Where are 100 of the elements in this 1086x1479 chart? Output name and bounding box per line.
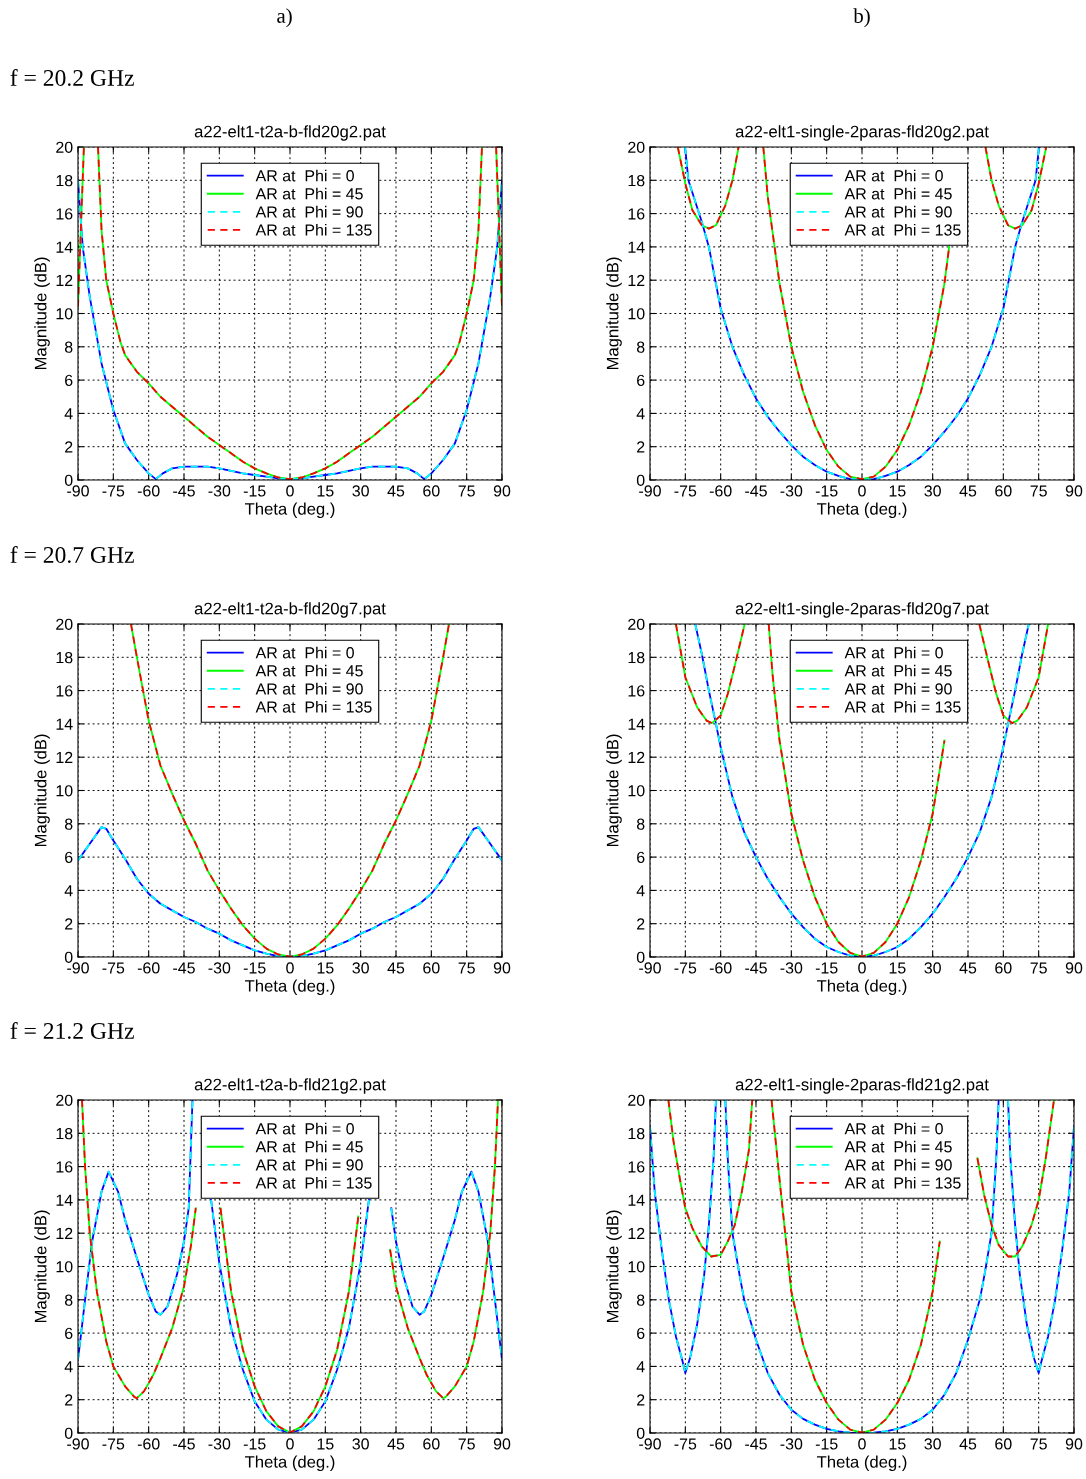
y-tick-label: 4 [64,1361,73,1373]
y-axis-title: Magnitude (dB) [34,1210,50,1323]
x-tick-label: -30 [780,962,803,974]
y-tick-label: 4 [636,408,645,420]
y-tick-label: 18 [56,174,73,187]
y-tick-label: 20 [628,618,645,630]
chart-title: a22-elt1-single-2paras-fld20g2.pat [735,125,989,141]
text: f = 21.2 GHz [10,1022,134,1040]
y-tick-label: 14 [56,1194,73,1206]
x-tick-label: 90 [493,485,511,497]
x-tick-label: -30 [780,485,803,497]
x-axis-title: Theta (deg.) [816,979,907,996]
x-tick-label: -45 [173,962,195,974]
legend-label: AR at Phi = 45 [844,187,952,200]
x-tick-label: -15 [815,1438,838,1450]
x-tick-label: -45 [745,485,767,497]
x-tick-label: -15 [815,485,838,497]
legend-label: AR at Phi = 45 [255,187,363,200]
x-tick-label: 30 [352,1438,369,1450]
x-tick-label: 75 [1030,1438,1047,1450]
x-tick-label: -60 [137,485,160,497]
legend-label: AR at Phi = 90 [844,682,952,695]
x-tick-label: -60 [137,1438,160,1450]
y-tick-label: 0 [64,474,73,486]
x-tick-label: -75 [102,1438,125,1450]
y-tick-label: 12 [628,1227,645,1239]
y-tick-label: 14 [628,1194,645,1206]
x-axis-title: Theta (deg.) [244,502,335,519]
x-tick-label: -15 [243,485,266,497]
x-tick-label: 75 [458,962,475,974]
y-tick-label: 18 [628,1127,645,1140]
y-axis-title: Magnitude (dB) [606,257,622,370]
legend-label: AR at Phi = 135 [844,1176,961,1189]
chart-title: a22-elt1-t2a-b-fld20g2.pat [194,125,386,141]
y-tick-label: 8 [636,818,645,830]
x-tick-label: 0 [286,485,294,497]
x-tick-label: 90 [493,1438,511,1450]
y-axis-title: Magnitude (dB) [34,257,50,370]
x-tick-label: 15 [889,485,906,497]
legend-label: AR at Phi = 45 [844,1140,952,1153]
y-tick-label: 8 [636,1294,645,1306]
y-tick-label: 20 [628,1094,645,1106]
legend-label: AR at Phi = 45 [255,664,363,677]
x-tick-label: 30 [924,962,941,974]
y-tick-label: 12 [56,751,73,763]
legend-label: AR at Phi = 135 [844,223,961,236]
x-tick-label: 15 [317,1438,334,1450]
x-tick-label: 75 [458,1438,475,1450]
legend-label: AR at Phi = 135 [255,700,372,713]
x-tick-label: 0 [858,485,866,497]
x-tick-label: -75 [674,485,697,497]
y-tick-label: 14 [56,241,73,253]
x-tick-label: 75 [1030,962,1047,974]
y-tick-label: 0 [64,1427,73,1439]
y-tick-label: 8 [64,1294,73,1306]
text: b) [853,8,870,28]
x-tick-label: -15 [815,962,838,974]
chart-title: a22-elt1-t2a-b-fld21g2.pat [194,1078,386,1094]
legend-label: AR at Phi = 0 [844,1122,943,1135]
x-tick-label: -45 [173,1438,195,1450]
legend-label: AR at Phi = 135 [844,700,961,713]
x-tick-label: -75 [674,962,697,974]
x-tick-label: 0 [286,1438,294,1450]
x-tick-label: 0 [858,1438,866,1450]
x-tick-label: 60 [423,485,440,497]
legend-label: AR at Phi = 90 [255,205,363,218]
y-axis-title: Magnitude (dB) [34,734,50,847]
legend-label: AR at Phi = 0 [255,169,354,182]
y-axis-title: Magnitude (dB) [606,734,622,847]
y-tick-label: 0 [636,951,645,963]
x-tick-label: 30 [924,485,941,497]
y-tick-label: 6 [637,1327,645,1340]
y-tick-label: 16 [56,1161,73,1173]
x-axis-title: Theta (deg.) [816,502,907,519]
x-tick-label: 45 [959,485,977,497]
y-tick-label: 10 [628,1261,645,1273]
x-tick-label: 90 [1065,485,1083,497]
y-tick-label: 20 [56,618,73,630]
x-tick-label: 60 [995,962,1012,974]
legend-label: AR at Phi = 0 [844,646,943,659]
x-tick-label: -90 [639,962,661,974]
x-tick-label: -75 [674,1438,697,1450]
x-axis-title: Theta (deg.) [244,1455,335,1472]
text: f = 20.7 GHz [10,546,134,564]
x-tick-label: 60 [423,1438,440,1450]
x-tick-label: -90 [67,962,89,974]
y-tick-label: 0 [636,474,645,486]
y-tick-label: 14 [56,718,73,730]
x-tick-label: 75 [1030,485,1047,497]
chart-title: a22-elt1-single-2paras-fld21g2.pat [735,1078,989,1094]
y-tick-label: 2 [637,1394,645,1406]
x-tick-label: -75 [102,962,125,974]
y-tick-label: 18 [628,174,645,187]
x-tick-label: 15 [317,962,334,974]
x-tick-label: -60 [709,485,732,497]
y-tick-label: 10 [56,785,73,797]
y-tick-label: 18 [56,651,73,664]
legend-label: AR at Phi = 90 [844,205,952,218]
y-tick-label: 2 [637,441,645,453]
y-tick-label: 12 [56,274,73,286]
